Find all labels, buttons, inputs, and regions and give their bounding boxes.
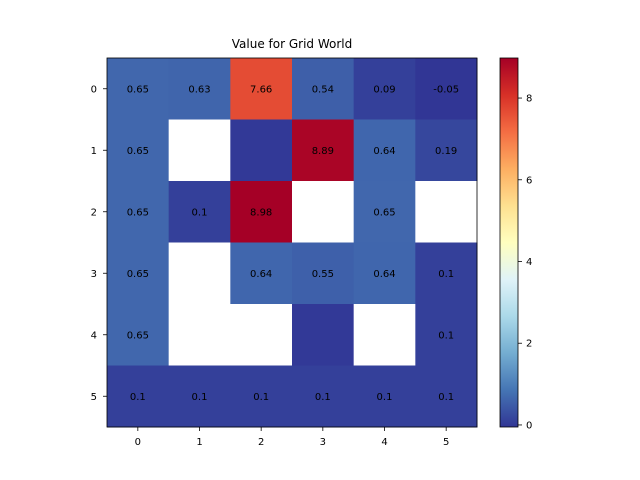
colorbar-tick-label: 8 [526, 94, 532, 105]
x-axis: 0 1 2 3 4 5 [135, 427, 449, 448]
heatmap-cell-r3-c2 [230, 242, 293, 305]
colorbar: 0 2 4 6 8 [499, 57, 532, 431]
heatmap-cell-r5-c5 [415, 365, 478, 428]
cell-label-r0-c4: 0.09 [373, 84, 395, 95]
x-tick-label: 4 [381, 437, 387, 448]
cell-label-r5-c5: 0.1 [438, 392, 454, 403]
x-tick-label: 0 [135, 437, 141, 448]
cell-label-r0-c5: -0.05 [433, 84, 459, 95]
heatmap-cell-r4-c4 [353, 304, 416, 366]
heatmap-cell-r1-c3 [292, 119, 355, 182]
heatmap-cell-r3-c3 [292, 242, 355, 305]
heatmap-cell-r3-c5 [415, 242, 478, 305]
heatmap-cell-r2-c4 [353, 181, 416, 243]
x-tick-label: 1 [196, 437, 202, 448]
heatmap-cell-r5-c4 [353, 365, 416, 428]
heatmap-cell-r0-c4 [353, 58, 416, 120]
cell-label-r0-c2: 7.66 [250, 84, 272, 95]
cell-label-r1-c4: 0.64 [373, 146, 395, 157]
cell-label-r0-c0: 0.65 [127, 84, 149, 95]
cell-label-r5-c2: 0.1 [253, 392, 269, 403]
x-tick-label: 2 [258, 437, 264, 448]
cell-label-r2-c1: 0.1 [192, 207, 208, 218]
y-tick-label: 2 [91, 207, 97, 218]
heatmap-cell-r4-c1 [168, 304, 231, 366]
colorbar-tick-label: 4 [526, 257, 532, 268]
cell-label-r2-c4: 0.65 [373, 207, 395, 218]
cell-label-r5-c0: 0.1 [130, 392, 146, 403]
heatmap-cell-r0-c1 [168, 58, 231, 120]
cell-label-r1-c5: 0.19 [435, 146, 457, 157]
y-axis: 0 1 2 3 4 5 [91, 84, 107, 403]
heatmap-cell-r4-c0 [107, 304, 170, 366]
y-tick-label: 4 [91, 330, 97, 341]
cell-label-r2-c0: 0.65 [127, 207, 149, 218]
cell-label-r4-c5: 0.1 [438, 330, 454, 341]
heatmap-cell-r5-c0 [107, 365, 170, 428]
cell-label-r3-c5: 0.1 [438, 269, 454, 280]
x-tick-label: 5 [443, 437, 449, 448]
heatmap-cell-r0-c5 [415, 58, 478, 120]
cell-label-r0-c1: 0.63 [188, 84, 210, 95]
heatmap-cell-r2-c5 [415, 181, 478, 243]
heatmap-cell-r0-c2 [230, 58, 293, 120]
heatmap-cell-r1-c4 [353, 119, 416, 182]
cell-label-r3-c4: 0.64 [373, 269, 395, 280]
cell-label-r0-c3: 0.54 [312, 84, 334, 95]
cell-label-r3-c0: 0.65 [127, 269, 149, 280]
y-tick-label: 0 [91, 84, 97, 95]
cell-label-r4-c0: 0.65 [127, 330, 149, 341]
y-tick-label: 5 [91, 392, 97, 403]
cell-label-r1-c3: 8.89 [312, 146, 334, 157]
heatmap-cell-r2-c0 [107, 181, 170, 243]
cell-label-r3-c3: 0.55 [312, 269, 334, 280]
colorbar-tick-label: 0 [526, 420, 532, 431]
y-tick-label: 1 [91, 146, 97, 157]
cell-label-r1-c0: 0.65 [127, 146, 149, 157]
heatmap-cell-r2-c2 [230, 181, 293, 243]
heatmap-cell-r3-c0 [107, 242, 170, 305]
heatmap-cell-r4-c2 [230, 304, 293, 366]
heatmap-cell-r1-c5 [415, 119, 478, 182]
colorbar-tick-label: 2 [526, 339, 532, 350]
cell-labels: 0.65 0.63 7.66 0.54 0.09 -0.05 0.65 8.89 0.64 0.1… [127, 84, 459, 403]
heatmap-cell-r0-c0 [107, 58, 170, 120]
heatmap-cell-r2-c1 [168, 181, 231, 243]
cell-label-r5-c3: 0.1 [315, 392, 331, 403]
x-tick-label: 3 [320, 437, 326, 448]
heatmap-cell-r5-c2 [230, 365, 293, 428]
colorbar-gradient [499, 57, 519, 428]
heatmap-cell-r1-c1 [168, 119, 231, 182]
heatmap-cell-r5-c1 [168, 365, 231, 428]
heatmap-cell-r4-c3 [292, 304, 355, 366]
heatmap-cell-r5-c3 [292, 365, 355, 428]
chart-title: Value for Grid World [232, 37, 352, 51]
plot-frame [106, 57, 478, 428]
colorbar-tick-label: 6 [526, 175, 532, 186]
heatmap-cell-r2-c3 [292, 181, 355, 243]
heatmap-cell-r0-c3 [292, 58, 355, 120]
y-tick-label: 3 [91, 269, 97, 280]
heatmap-cells [107, 58, 478, 428]
cell-label-r2-c2: 8.98 [250, 207, 272, 218]
heatmap-cell-r4-c5 [415, 304, 478, 366]
cell-label-r5-c1: 0.1 [192, 392, 208, 403]
heatmap-cell-r3-c4 [353, 242, 416, 305]
cell-label-r3-c2: 0.64 [250, 269, 272, 280]
heatmap-cell-r1-c0 [107, 119, 170, 182]
heatmap-cell-r1-c2 [230, 119, 293, 182]
cell-label-r5-c4: 0.1 [377, 392, 393, 403]
heatmap-cell-r3-c1 [168, 242, 231, 305]
